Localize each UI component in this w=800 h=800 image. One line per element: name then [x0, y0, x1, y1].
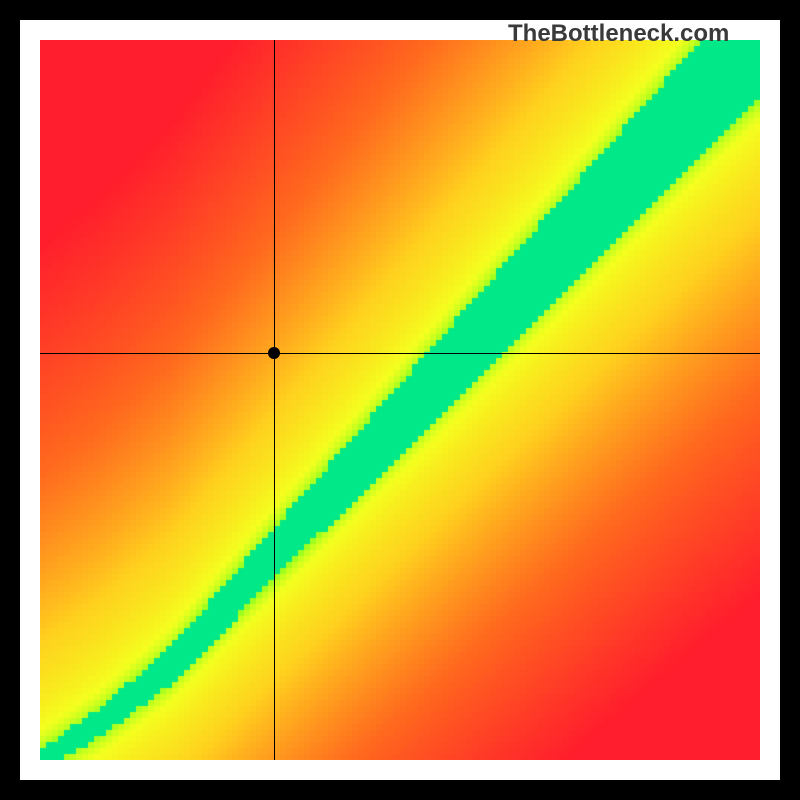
crosshair-vertical — [274, 40, 275, 760]
watermark-text: TheBottleneck.com — [508, 20, 729, 48]
crosshair-horizontal — [40, 353, 760, 354]
crosshair-point — [268, 347, 280, 359]
plot-area — [40, 40, 760, 760]
heatmap-canvas — [40, 40, 760, 760]
